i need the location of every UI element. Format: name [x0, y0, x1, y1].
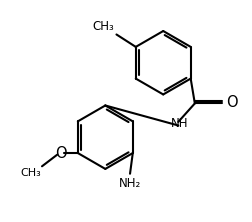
- Text: O: O: [55, 146, 67, 161]
- Text: CH₃: CH₃: [20, 168, 41, 178]
- Text: NH: NH: [171, 117, 188, 130]
- Text: NH₂: NH₂: [119, 177, 141, 190]
- Text: CH₃: CH₃: [92, 20, 114, 33]
- Text: O: O: [226, 95, 238, 109]
